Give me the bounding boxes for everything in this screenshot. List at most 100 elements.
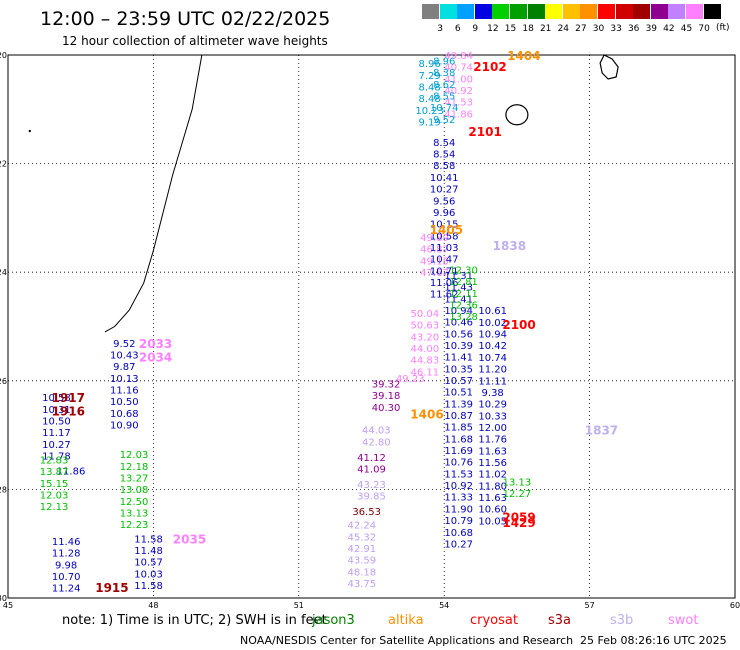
pass-time-label: 1916 bbox=[52, 405, 85, 419]
wave-height-label: 10.58 bbox=[430, 231, 459, 242]
wave-height-label: 44.00 bbox=[410, 344, 439, 355]
wave-height-label: 10.94 bbox=[444, 306, 473, 317]
legend-swatch-label: 6 bbox=[454, 24, 461, 34]
wave-height-label: 41.12 bbox=[357, 453, 386, 464]
legend-swatch bbox=[615, 4, 633, 19]
legend-swatch-label: 18 bbox=[522, 24, 534, 34]
wave-height-label: 41.00 bbox=[444, 74, 473, 85]
wave-height-label: 42.91 bbox=[347, 544, 376, 555]
lat-tick-label: -20 bbox=[0, 51, 7, 60]
satellite-s3b: s3b bbox=[610, 613, 634, 628]
legend-swatch-label: 33 bbox=[610, 24, 622, 34]
wave-height-label: 13.28 bbox=[449, 312, 478, 323]
wave-height-label: 40.74 bbox=[444, 63, 473, 74]
wave-height-label: 9.98 bbox=[55, 560, 77, 571]
wave-height-label: 12.18 bbox=[120, 462, 149, 473]
wave-height-label: 11.28 bbox=[52, 549, 81, 560]
legend-swatch-label: 12 bbox=[487, 24, 499, 34]
wave-height-label: 46.11 bbox=[410, 367, 439, 378]
wave-height-label: 11.80 bbox=[478, 481, 507, 492]
wave-height-label: 11.90 bbox=[444, 504, 473, 515]
wave-height-label: 40.30 bbox=[372, 403, 401, 414]
legend-swatch bbox=[492, 4, 510, 19]
wave-height-label: 10.70 bbox=[52, 572, 81, 583]
pass-time-label: 1837 bbox=[585, 424, 618, 438]
wave-height-label: 10.23 bbox=[415, 106, 444, 117]
wave-height-label: 10.50 bbox=[42, 416, 71, 427]
legend-swatch-label: 30 bbox=[592, 24, 605, 34]
wave-height-label: 11.39 bbox=[444, 399, 473, 410]
wave-height-label: 11.58 bbox=[134, 534, 163, 545]
wave-height-label: 49.15 bbox=[420, 256, 449, 267]
pass-time-label: 1406 bbox=[410, 407, 443, 421]
legend-swatch bbox=[545, 4, 563, 19]
wave-height-label: 12.81 bbox=[449, 277, 478, 288]
wave-height-label: 8.55 bbox=[433, 91, 455, 102]
wave-height-label: 12.03 bbox=[40, 491, 69, 502]
satellite-swot: swot bbox=[668, 613, 699, 628]
legend-swatch-label: 70 bbox=[698, 24, 710, 34]
wave-height-label: 39.85 bbox=[357, 492, 386, 503]
wave-height-label: 41.53 bbox=[444, 98, 473, 109]
wave-height-label: 12.50 bbox=[120, 497, 149, 508]
legend-swatch bbox=[422, 4, 439, 19]
wave-height-label: 13.87 bbox=[40, 467, 69, 478]
wave-height-label: 11.11 bbox=[478, 376, 507, 387]
page-subtitle: 12 hour collection of altimeter wave hei… bbox=[62, 34, 328, 48]
pass-time-label: 1915 bbox=[95, 581, 128, 595]
pass-time-label: 2034 bbox=[139, 350, 172, 364]
wave-height-label: 10.27 bbox=[444, 539, 473, 550]
wave-height-label: 10.41 bbox=[430, 173, 459, 184]
wave-height-label: 45.32 bbox=[347, 532, 376, 543]
note-text: note: 1) Time is in UTC; 2) SWH is in fe… bbox=[62, 613, 327, 628]
wave-height-label: 11.43 bbox=[444, 283, 473, 294]
wave-height-label: 8.48 bbox=[419, 82, 441, 93]
wave-height-label: 11.68 bbox=[444, 434, 473, 445]
wave-height-label: 9.96 bbox=[433, 208, 455, 219]
lat-tick-label: -26 bbox=[0, 377, 7, 386]
wave-height-label: 39.32 bbox=[372, 380, 401, 391]
wave-height-label: 48.18 bbox=[347, 567, 376, 578]
pass-time-label: 2033 bbox=[139, 337, 172, 351]
wave-height-label: 10.27 bbox=[430, 185, 459, 196]
wave-height-label: 12.03 bbox=[120, 450, 149, 461]
wave-height-label: 10.51 bbox=[444, 388, 473, 399]
wave-height-label: 43.59 bbox=[347, 556, 376, 567]
madagascar-coastline bbox=[104, 54, 203, 333]
legend-swatch-label: 21 bbox=[539, 24, 552, 34]
legend-swatch-label: 3 bbox=[437, 24, 443, 34]
legend-swatch-label: 15 bbox=[504, 24, 517, 34]
legend-swatch bbox=[457, 4, 475, 19]
wave-height-label: 10.68 bbox=[110, 409, 139, 420]
wave-height-label: 11.02 bbox=[478, 470, 507, 481]
wave-height-label: 10.60 bbox=[478, 505, 507, 516]
wave-height-label: 11.85 bbox=[444, 423, 473, 434]
wave-height-label: 10.50 bbox=[110, 397, 139, 408]
legend-swatch-label: 27 bbox=[575, 24, 587, 34]
legend-swatch-label: 36 bbox=[627, 24, 640, 34]
page-title: 12:00 – 23:59 UTC 02/22/2025 bbox=[40, 8, 331, 30]
wave-height-label: 13.13 bbox=[503, 477, 532, 488]
pass-time-label: 1429 bbox=[502, 516, 535, 530]
wave-height-label: 10.05 bbox=[478, 516, 507, 527]
legend-swatch bbox=[439, 4, 457, 19]
wave-height-label: 11.06 bbox=[430, 278, 459, 289]
wave-height-label: 43.75 bbox=[347, 579, 376, 590]
wave-height-label: 10.68 bbox=[444, 528, 473, 539]
lat-tick-label: -24 bbox=[0, 268, 7, 277]
wave-height-label: 13.27 bbox=[120, 473, 149, 484]
wave-height-label: 11.53 bbox=[444, 469, 473, 480]
wave-height-label: 11.63 bbox=[478, 493, 507, 504]
lon-tick-label: 51 bbox=[294, 601, 304, 610]
legend-swatch bbox=[474, 4, 492, 19]
wave-height-label: 11.76 bbox=[478, 435, 507, 446]
wave-height-label: 10.79 bbox=[444, 516, 473, 527]
wave-height-label: 10.71 bbox=[430, 266, 459, 277]
reunion-island bbox=[505, 104, 529, 126]
wave-height-label: 50.63 bbox=[410, 321, 439, 332]
wave-height-label: 11.20 bbox=[478, 365, 507, 376]
wave-height-label: 40.92 bbox=[444, 86, 473, 97]
footer-timestamp: 25 Feb 08:26:16 UTC 2025 bbox=[580, 634, 727, 647]
wave-height-label: 10.61 bbox=[478, 306, 507, 317]
pass-time-label: 2102 bbox=[473, 60, 506, 74]
